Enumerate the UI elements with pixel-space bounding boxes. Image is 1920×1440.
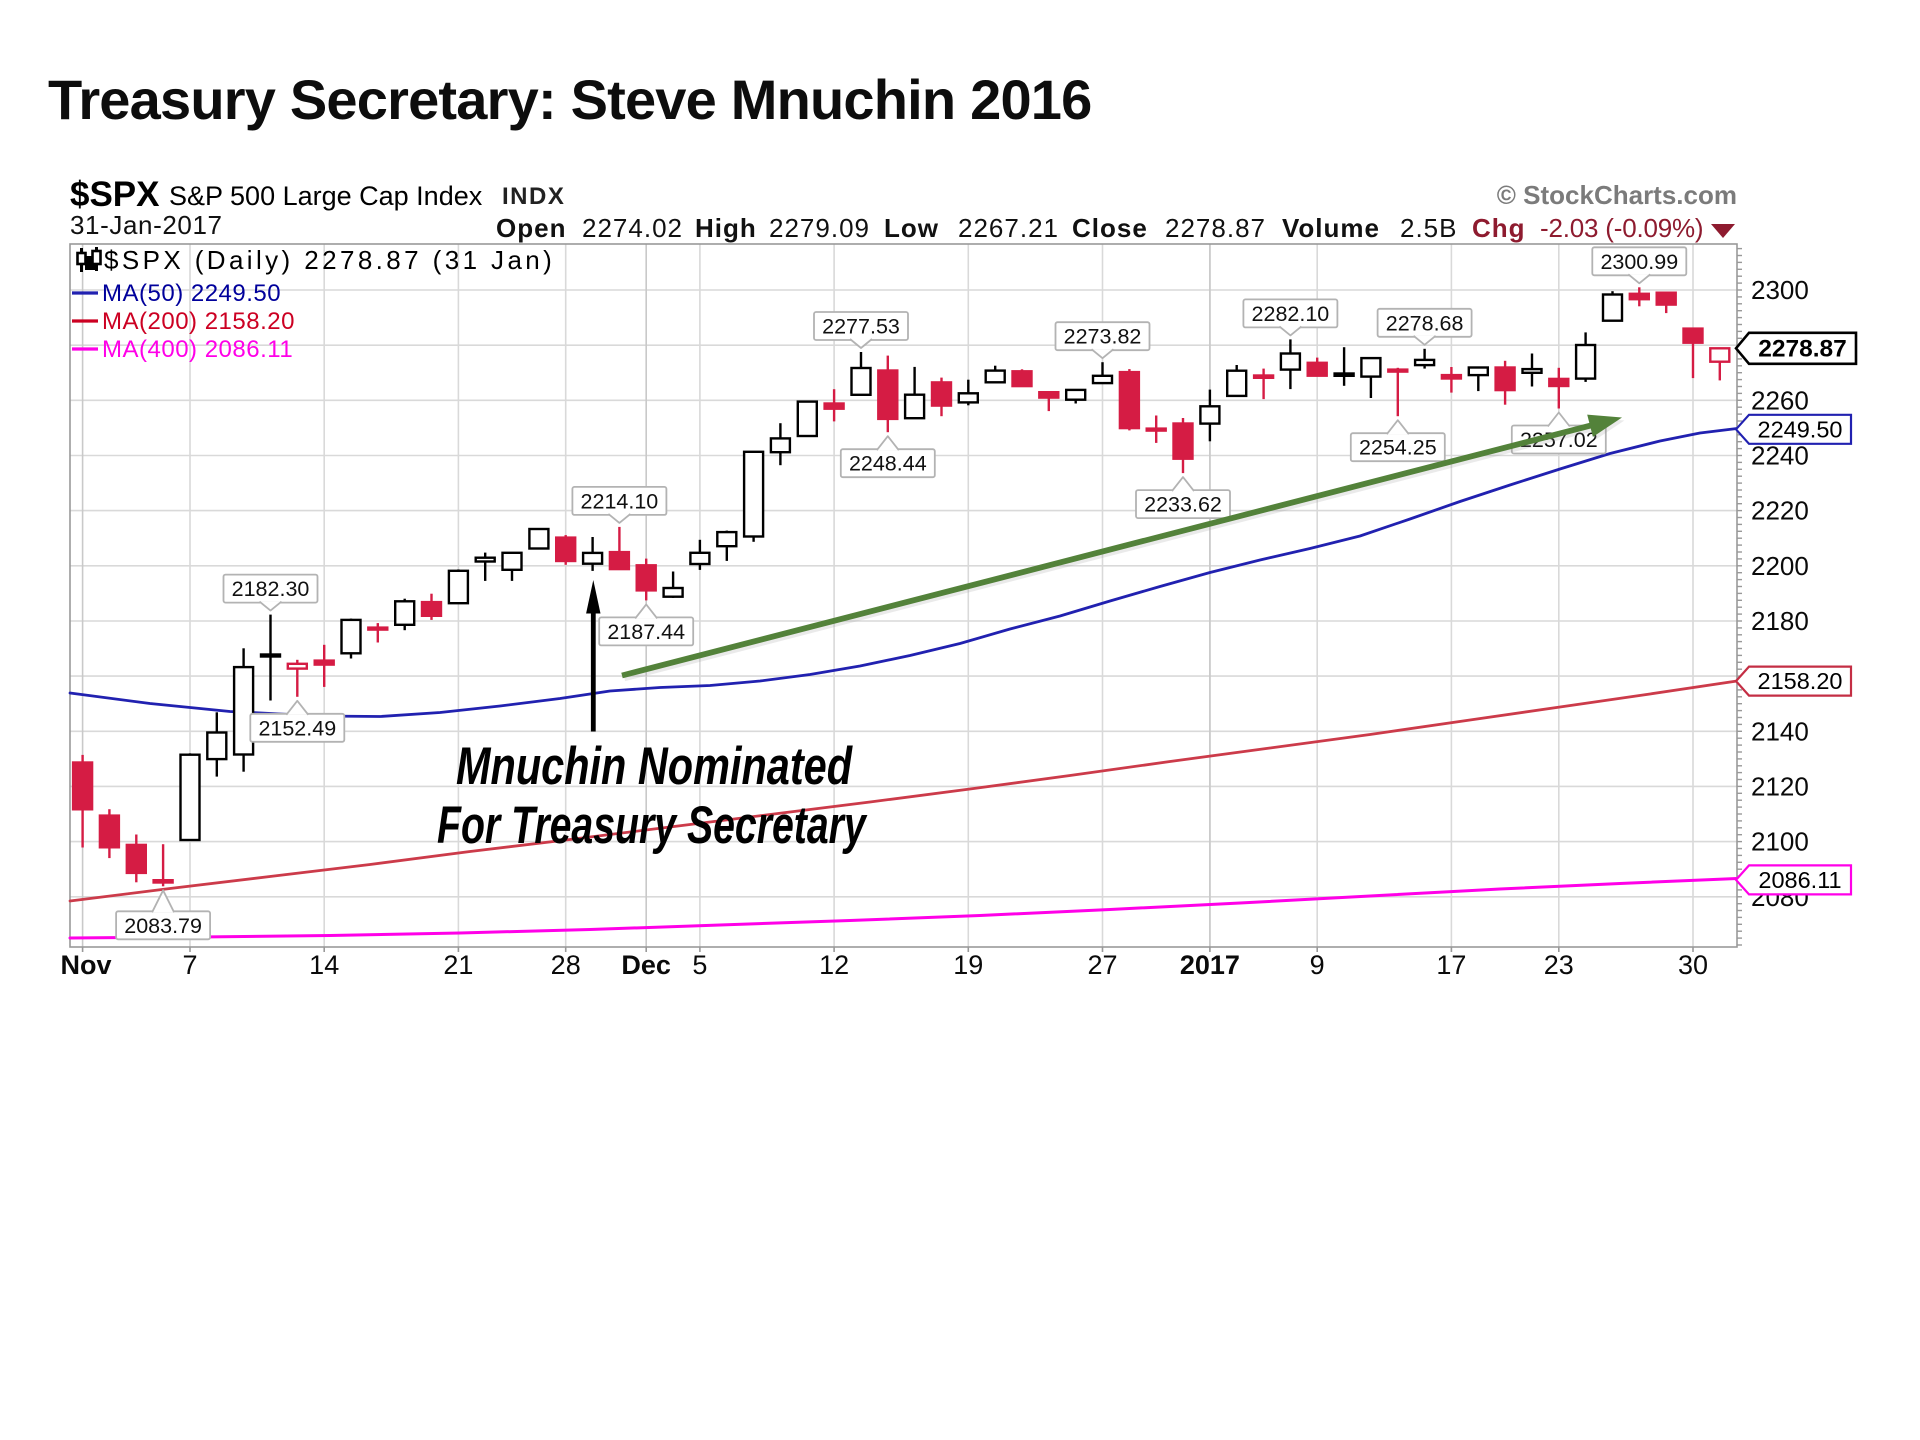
svg-text:30: 30 <box>1678 950 1708 980</box>
svg-text:14: 14 <box>309 950 339 980</box>
svg-text:7: 7 <box>182 950 197 980</box>
svg-text:S&P 500 Large Cap Index: S&P 500 Large Cap Index <box>169 181 483 211</box>
svg-text:2182.30: 2182.30 <box>232 577 310 601</box>
svg-text:27: 27 <box>1087 950 1117 980</box>
svg-text:$SPX: $SPX <box>70 175 160 214</box>
svg-text:Chg: Chg <box>1472 213 1526 243</box>
svg-text:2279.09: 2279.09 <box>769 213 870 243</box>
svg-text:© StockCharts.com: © StockCharts.com <box>1497 180 1737 210</box>
svg-text:2300.99: 2300.99 <box>1600 250 1678 274</box>
svg-text:2278.87: 2278.87 <box>1165 213 1266 243</box>
svg-text:2248.44: 2248.44 <box>849 452 927 476</box>
svg-text:17: 17 <box>1436 950 1466 980</box>
svg-text:2100: 2100 <box>1751 827 1809 857</box>
svg-text:Low: Low <box>884 213 939 243</box>
svg-text:2200: 2200 <box>1751 551 1809 581</box>
svg-text:2300: 2300 <box>1751 275 1809 305</box>
svg-text:2274.02: 2274.02 <box>582 213 683 243</box>
svg-text:-2.03 (-0.09%): -2.03 (-0.09%) <box>1540 213 1703 243</box>
svg-text:2083.79: 2083.79 <box>124 914 202 938</box>
svg-text:Open: Open <box>496 213 566 243</box>
svg-text:9: 9 <box>1310 950 1325 980</box>
svg-text:MA(50) 2249.50: MA(50) 2249.50 <box>102 280 281 307</box>
svg-text:2187.44: 2187.44 <box>607 620 685 644</box>
svg-text:2152.49: 2152.49 <box>258 716 336 740</box>
svg-text:23: 23 <box>1544 950 1574 980</box>
svg-text:12: 12 <box>819 950 849 980</box>
svg-text:2278.87: 2278.87 <box>1758 335 1847 362</box>
svg-text:Close: Close <box>1072 213 1148 243</box>
svg-text:MA(400) 2086.11: MA(400) 2086.11 <box>102 336 293 363</box>
svg-text:2249.50: 2249.50 <box>1758 416 1843 442</box>
svg-text:2282.10: 2282.10 <box>1252 302 1330 326</box>
svg-text:MA(200) 2158.20: MA(200) 2158.20 <box>102 308 295 335</box>
svg-text:2214.10: 2214.10 <box>581 489 659 513</box>
svg-text:2240: 2240 <box>1751 441 1809 471</box>
svg-text:2158.20: 2158.20 <box>1758 668 1843 694</box>
svg-text:High: High <box>695 213 757 243</box>
svg-text:2086.11: 2086.11 <box>1758 867 1841 893</box>
svg-text:5: 5 <box>692 950 707 980</box>
svg-text:2233.62: 2233.62 <box>1144 493 1222 517</box>
svg-text:2277.53: 2277.53 <box>822 315 900 339</box>
svg-text:Nov: Nov <box>60 950 111 980</box>
svg-text:2017: 2017 <box>1180 950 1240 980</box>
svg-text:2254.25: 2254.25 <box>1359 436 1437 460</box>
svg-text:2260: 2260 <box>1751 385 1809 415</box>
svg-text:2120: 2120 <box>1751 771 1809 801</box>
svg-text:INDX: INDX <box>502 183 565 210</box>
svg-text:Dec: Dec <box>621 950 671 980</box>
svg-text:2.5B: 2.5B <box>1400 213 1458 243</box>
svg-text:2180: 2180 <box>1751 606 1809 636</box>
svg-text:2267.21: 2267.21 <box>958 213 1059 243</box>
svg-text:19: 19 <box>953 950 983 980</box>
svg-text:Volume: Volume <box>1282 213 1380 243</box>
svg-text:28: 28 <box>551 950 581 980</box>
svg-text:21: 21 <box>443 950 473 980</box>
svg-text:$SPX (Daily) 2278.87 (31 Jan): $SPX (Daily) 2278.87 (31 Jan) <box>104 245 555 275</box>
svg-text:2273.82: 2273.82 <box>1064 325 1142 349</box>
svg-text:2278.68: 2278.68 <box>1386 311 1464 335</box>
svg-text:2220: 2220 <box>1751 496 1809 526</box>
svg-text:31-Jan-2017: 31-Jan-2017 <box>70 210 223 240</box>
svg-text:2140: 2140 <box>1751 716 1809 746</box>
